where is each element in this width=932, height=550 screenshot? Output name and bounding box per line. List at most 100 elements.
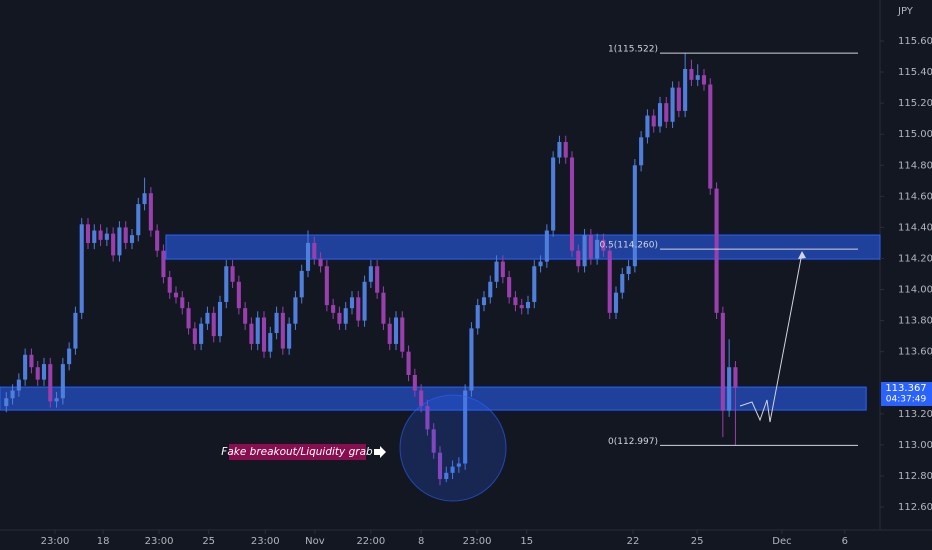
candle-body: [507, 277, 512, 298]
candle-body: [588, 235, 593, 259]
candle-body: [343, 308, 348, 324]
candle-body: [155, 230, 160, 251]
candle-body: [249, 323, 254, 344]
candle-body: [657, 103, 663, 127]
candle-body: [525, 301, 531, 309]
annotation-box: [229, 444, 366, 460]
fib-label: 1(115.522): [608, 45, 658, 55]
candle-body: [463, 390, 468, 464]
last-price-box: [881, 382, 932, 406]
x-tick-label: 23:00: [145, 536, 174, 547]
candle-body: [136, 204, 141, 236]
candle-body: [274, 312, 279, 334]
y-tick-label: 114.400: [898, 222, 932, 233]
candle-body: [557, 141, 562, 158]
candle-body: [387, 323, 392, 344]
candle-body: [613, 292, 619, 313]
fib-label: 0(112.997): [608, 437, 658, 447]
candle-body: [475, 305, 480, 329]
candle-body: [595, 239, 600, 259]
candle-body: [538, 261, 543, 267]
candle-body: [431, 429, 436, 453]
x-tick-label: Nov: [305, 536, 325, 547]
candle-body: [167, 277, 172, 293]
candle-body: [312, 242, 317, 259]
last-price-label: 113.367: [885, 383, 926, 394]
candle-body: [676, 87, 681, 111]
currency-label: JPY: [897, 6, 914, 17]
candle-body: [41, 364, 47, 380]
candle-body: [186, 308, 191, 329]
y-tick-label: 113.800: [898, 316, 932, 327]
candle-body: [563, 141, 568, 158]
candle-body: [714, 188, 719, 313]
candle-body: [419, 390, 424, 407]
candle-body: [199, 323, 204, 344]
candle-body: [708, 84, 713, 189]
axes: 112.600 112.800 113.000 113.200 113.600 113.8…: [41, 36, 932, 547]
x-tick-label: 15: [520, 536, 533, 547]
candle-body: [632, 165, 637, 267]
candle-body: [381, 292, 386, 324]
candle-body: [48, 364, 53, 402]
y-tick-label: 115.200: [898, 98, 932, 109]
candle-body: [356, 297, 361, 321]
candle-body: [98, 230, 103, 240]
y-tick-label: 112.800: [898, 471, 932, 482]
x-tick-label: 18: [97, 536, 110, 547]
candle-body: [211, 312, 216, 337]
candle-body: [607, 250, 612, 313]
fib-levels: 1(115.522) 0.5(114.260) 0(112.997): [599, 45, 858, 447]
y-tick-label: 114.600: [898, 191, 932, 202]
annotation-arrow: [374, 446, 386, 458]
candle-body: [601, 239, 606, 251]
candle-body: [261, 317, 267, 352]
candle-body: [4, 398, 9, 407]
x-tick-label: Dec: [772, 536, 791, 547]
candle-body: [481, 297, 487, 306]
candle-body: [173, 292, 179, 298]
candle-body: [85, 224, 91, 243]
candle-body: [683, 68, 688, 111]
candle-body: [111, 233, 116, 256]
candle-body: [35, 367, 40, 380]
candle-body: [318, 258, 323, 267]
y-tick-label: 115.400: [898, 67, 932, 78]
candle-body: [73, 312, 78, 349]
candle-body: [626, 266, 631, 275]
candle-body: [60, 364, 65, 399]
annotation-text: Fake breakout/Liquidity grab: [221, 446, 373, 458]
x-tick-label: 25: [691, 536, 704, 547]
candle-body: [412, 374, 417, 391]
fib-label: 0.5(114.260): [599, 241, 658, 251]
y-tick-label: 112.600: [898, 502, 932, 513]
candle-body: [569, 157, 575, 251]
candle-body: [161, 250, 166, 278]
candle-body: [104, 233, 109, 240]
candle-body: [582, 235, 587, 267]
candle-body: [287, 323, 292, 349]
candle-body: [425, 406, 430, 430]
candle-body: [532, 266, 537, 302]
x-tick-label: 23:00: [463, 536, 492, 547]
candle-body: [180, 297, 185, 309]
candle-body: [664, 103, 669, 122]
candle-body: [10, 390, 15, 399]
y-tick-label: 114.200: [898, 253, 932, 264]
y-tick-label: 113.200: [898, 409, 932, 420]
candle-body: [519, 305, 524, 309]
candle-body: [280, 312, 285, 349]
candle-body: [400, 317, 405, 352]
candle-body: [362, 281, 367, 321]
candle-body: [488, 281, 493, 298]
candle-body: [733, 367, 738, 388]
x-tick-label: 6: [842, 536, 848, 547]
candle-body: [500, 261, 505, 278]
candle-body: [727, 367, 732, 411]
candle-body: [620, 274, 625, 293]
candle-body: [456, 463, 461, 467]
candle-body: [129, 235, 135, 243]
candle-body: [16, 379, 21, 391]
candle-body: [651, 115, 656, 127]
